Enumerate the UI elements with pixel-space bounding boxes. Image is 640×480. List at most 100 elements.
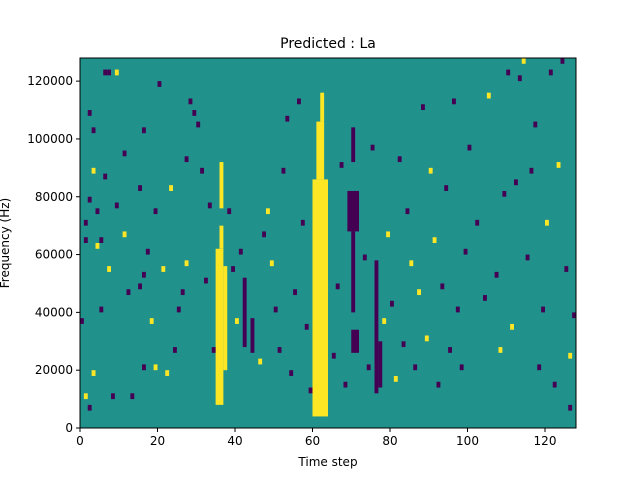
heatmap-cell-31 bbox=[149, 318, 154, 324]
heatmap-band-1 bbox=[316, 121, 325, 180]
heatmap-cell-17 bbox=[103, 173, 108, 180]
heatmap-cell-23 bbox=[126, 289, 131, 296]
heatmap-cell-24 bbox=[130, 393, 135, 400]
heatmap-cell-101 bbox=[494, 271, 499, 278]
heatmap-cell-48 bbox=[207, 202, 212, 209]
x-axis: 0 20 40 60 80 100 120 bbox=[76, 428, 556, 448]
heatmap-cell-118 bbox=[564, 266, 569, 272]
heatmap-cell-52 bbox=[235, 318, 239, 324]
heatmap-cell-84 bbox=[417, 289, 421, 296]
plot-area bbox=[80, 58, 576, 428]
x-tick-label: 120 bbox=[534, 434, 557, 448]
heatmap-cell-27 bbox=[142, 127, 146, 134]
heatmap-cell-5 bbox=[83, 219, 88, 226]
heatmap-cell-115 bbox=[552, 381, 557, 388]
heatmap-cell-29 bbox=[142, 271, 146, 278]
y-tick-label: 20000 bbox=[35, 363, 73, 377]
heatmap-cell-102 bbox=[502, 190, 507, 197]
heatmap-cell-83 bbox=[413, 364, 418, 371]
heatmap-cell-56 bbox=[266, 208, 270, 215]
heatmap-cell-86 bbox=[424, 335, 429, 342]
heatmap-cell-25 bbox=[138, 283, 142, 290]
heatmap-cell-103 bbox=[506, 69, 511, 76]
heatmap-cell-37 bbox=[169, 185, 173, 191]
heatmap-band-10 bbox=[351, 127, 356, 163]
heatmap-cell-75 bbox=[382, 318, 387, 324]
x-tick-label: 60 bbox=[305, 434, 320, 448]
heatmap-cell-60 bbox=[281, 167, 286, 174]
heatmap-band-2 bbox=[320, 92, 325, 122]
heatmap-cell-7 bbox=[91, 167, 96, 174]
heatmap-cell-81 bbox=[405, 208, 410, 215]
heatmap-band-12 bbox=[378, 341, 383, 388]
heatmap-cell-73 bbox=[366, 364, 371, 371]
heatmap-cell-76 bbox=[386, 231, 390, 238]
heatmap-cell-85 bbox=[421, 104, 425, 111]
heatmap-cell-107 bbox=[521, 58, 526, 64]
heatmap-cell-51 bbox=[231, 266, 235, 272]
heatmap-cell-46 bbox=[200, 167, 204, 174]
heatmap-cell-69 bbox=[335, 283, 340, 290]
heatmap-cell-120 bbox=[572, 312, 576, 319]
x-tick-label: 80 bbox=[382, 434, 397, 448]
heatmap-cell-100 bbox=[486, 92, 491, 99]
heatmap-cell-40 bbox=[180, 289, 185, 296]
heatmap-cell-121 bbox=[568, 404, 573, 411]
heatmap-cell-99 bbox=[483, 295, 487, 301]
heatmap-cell-4 bbox=[83, 237, 88, 243]
heatmap-cell-64 bbox=[297, 98, 301, 105]
heatmap-band-13 bbox=[242, 277, 247, 348]
heatmap-cell-6 bbox=[87, 196, 92, 203]
heatmap-band-7 bbox=[347, 190, 359, 232]
heatmap-cell-15 bbox=[99, 306, 104, 313]
x-axis-label: Time step bbox=[297, 455, 357, 469]
heatmap-band-0 bbox=[312, 179, 328, 417]
heatmap-cell-22 bbox=[122, 150, 127, 157]
heatmap-cell-79 bbox=[397, 156, 402, 163]
heatmap-cell-74 bbox=[370, 144, 375, 151]
heatmap-cell-65 bbox=[300, 219, 305, 226]
heatmap-band-11 bbox=[374, 260, 379, 394]
heatmap-cell-2 bbox=[91, 370, 96, 376]
heatmap-cell-36 bbox=[165, 370, 170, 376]
heatmap-band-3 bbox=[215, 248, 224, 405]
x-tick-label: 100 bbox=[456, 434, 479, 448]
heatmap-cell-14 bbox=[95, 243, 100, 249]
heatmap-cell-62 bbox=[289, 370, 294, 376]
heatmap-cell-106 bbox=[517, 75, 522, 82]
heatmap-cell-63 bbox=[293, 289, 297, 296]
heatmap-cell-19 bbox=[111, 393, 115, 400]
heatmap-cell-34 bbox=[157, 81, 162, 87]
heatmap-cell-91 bbox=[444, 185, 449, 191]
heatmap-cell-70 bbox=[339, 162, 344, 168]
heatmap-cell-1 bbox=[87, 404, 92, 411]
heatmap-cell-66 bbox=[304, 323, 309, 330]
heatmap-cell-13 bbox=[95, 208, 100, 215]
heatmap-cell-122 bbox=[498, 347, 503, 353]
plot-frame bbox=[79, 57, 577, 429]
y-tick-label: 100000 bbox=[27, 132, 73, 146]
heatmap-cell-78 bbox=[393, 375, 398, 382]
heatmap-cell-21 bbox=[122, 231, 127, 238]
heatmap-cell-16 bbox=[99, 237, 104, 243]
heatmap-cell-90 bbox=[440, 283, 445, 290]
heatmap-cell-82 bbox=[409, 260, 414, 267]
heatmap-cell-47 bbox=[204, 277, 208, 284]
heatmap-cell-61 bbox=[285, 115, 290, 122]
heatmap-cell-97 bbox=[467, 144, 472, 151]
heatmap-cell-50 bbox=[227, 208, 232, 215]
heatmap-band-4 bbox=[219, 225, 224, 249]
heatmap-cell-32 bbox=[153, 364, 158, 371]
heatmap-cell-92 bbox=[448, 347, 452, 353]
y-tick-label: 0 bbox=[65, 421, 73, 435]
y-tick-label: 40000 bbox=[35, 305, 73, 319]
heatmap-cell-59 bbox=[277, 347, 282, 353]
heatmap-cell-43 bbox=[188, 98, 193, 105]
heatmap-cell-33 bbox=[153, 208, 158, 215]
heatmap-cell-49 bbox=[211, 347, 216, 353]
heatmap-cell-38 bbox=[173, 347, 177, 353]
heatmap-band-14 bbox=[250, 318, 255, 353]
y-tick-label: 120000 bbox=[27, 74, 73, 88]
heatmap-cell-58 bbox=[273, 306, 278, 313]
